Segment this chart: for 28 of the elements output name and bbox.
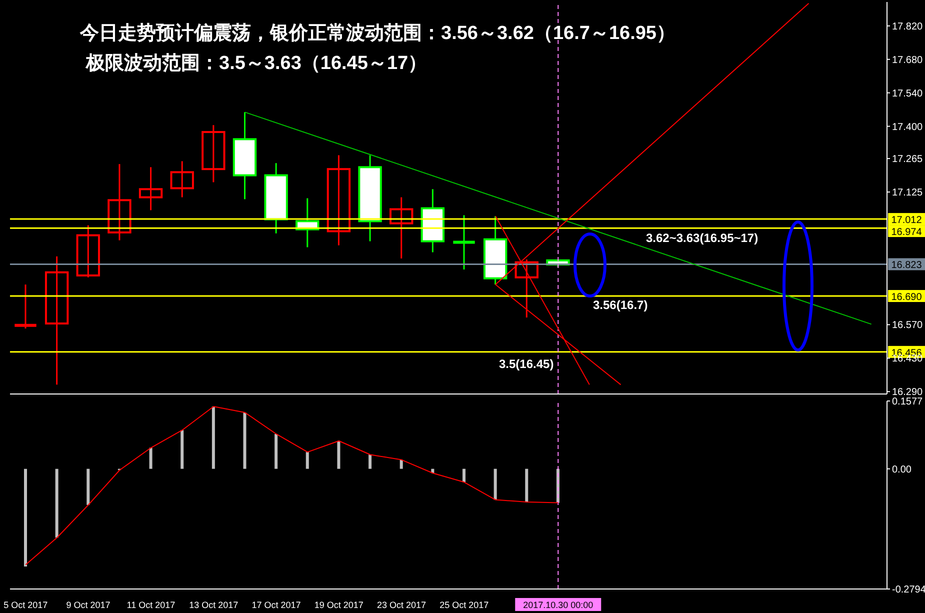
- y-tick-label: 17.125: [892, 188, 924, 199]
- y-tick-label: 0.00: [892, 464, 912, 476]
- annotation: 3.62~3.63(16.95~17): [646, 231, 758, 245]
- ref-line-label: 16.974: [891, 227, 922, 238]
- y-tick-label: 17.680: [892, 54, 924, 66]
- x-tick-label: 11 Oct 2017: [126, 600, 176, 610]
- x-tick-label: 17 Oct 2017: [252, 600, 301, 610]
- y-tick-label: 0.1577: [892, 396, 924, 408]
- x-tick-label: 25 Oct 2017: [440, 600, 489, 610]
- ref-line-label: 17.012: [891, 215, 922, 226]
- annotation: 3.5(16.45): [499, 357, 554, 371]
- y-tick-label: 17.400: [892, 122, 924, 133]
- x-tick-label: 5 Oct 2017: [4, 600, 48, 610]
- ref-line-label: 16.823: [891, 260, 922, 272]
- x-tick-label: 19 Oct 2017: [314, 600, 364, 610]
- ref-line-label: 16.690: [891, 292, 922, 303]
- y-tick-label: 17.820: [892, 21, 924, 32]
- y-tick-label: 17.265: [892, 154, 924, 166]
- x-tick-label: 23 Oct 2017: [376, 600, 426, 610]
- x-tick-label: 9 Oct 2017: [66, 600, 110, 610]
- y-tick-label: 16.570: [892, 320, 924, 332]
- x-tick-label: 2017.10.30 00:00: [523, 600, 594, 610]
- y-tick-label: 17.540: [892, 88, 924, 100]
- annotation: 3.56(16.7): [593, 298, 648, 312]
- text: 今日走势预计偏震荡，银价正常波动范围：3.56～3.62（16.7～16.95）: [80, 22, 676, 46]
- x-tick-label: 13 Oct 2017: [189, 600, 238, 610]
- y-tick-label: 16.290: [892, 387, 924, 398]
- text: 极限波动范围：3.5～3.63（16.45～17）: [86, 52, 428, 76]
